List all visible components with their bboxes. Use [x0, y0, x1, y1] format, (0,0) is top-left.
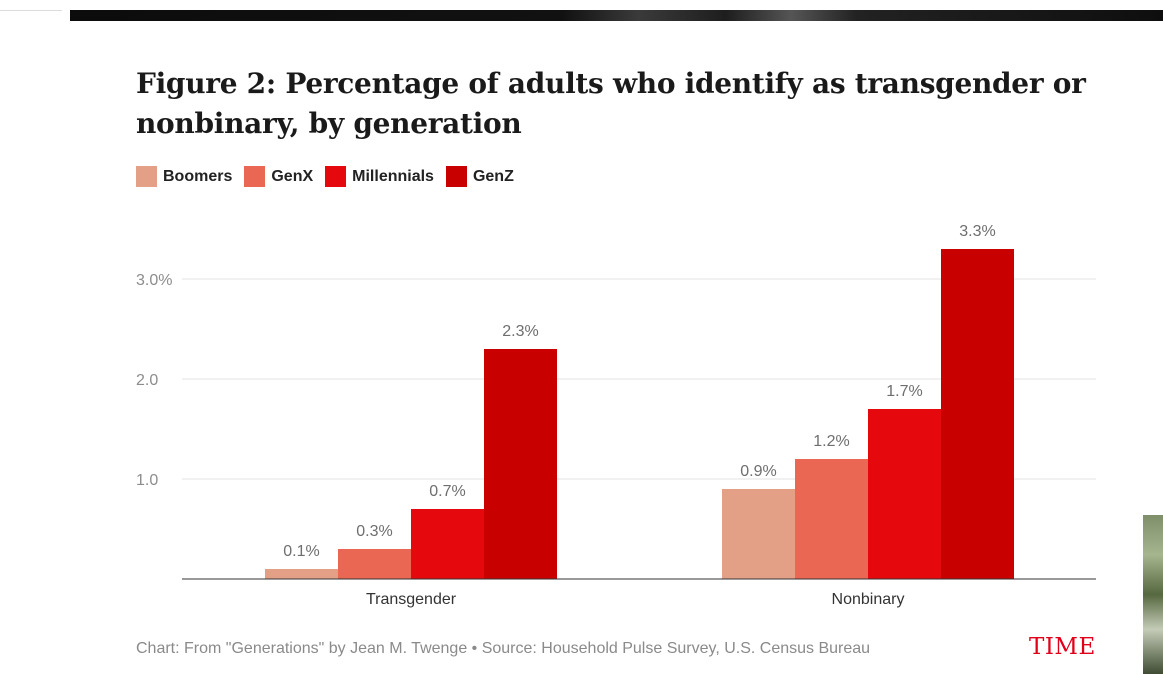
bar-transgender-boomers	[265, 569, 338, 579]
time-logo[interactable]: TIME	[1029, 634, 1096, 660]
bar-nonbinary-millennials	[868, 409, 941, 579]
data-label-nonbinary-genx: 1.2%	[813, 433, 849, 450]
legend-item-millennials: Millennials	[325, 166, 434, 187]
x-tick-label-transgender: Transgender	[366, 591, 457, 608]
y-tick-label-2: 3.0%	[136, 272, 172, 289]
data-label-transgender-genx: 0.3%	[356, 523, 392, 540]
legend-swatch-genx	[244, 166, 266, 187]
legend-swatch-millennials	[325, 166, 347, 187]
hero-image-strip	[70, 10, 1163, 21]
legend-swatch-genz	[445, 166, 467, 187]
legend-label-millennials: Millennials	[352, 167, 434, 185]
chart-source-note: Chart: From "Generations" by Jean M. Twe…	[136, 640, 871, 657]
legend-swatch-boomers	[136, 166, 157, 187]
legend-item-genz: GenZ	[445, 166, 514, 187]
legend-item-genx: GenX	[244, 166, 313, 187]
data-label-transgender-boomers: 0.1%	[283, 543, 319, 560]
y-tick-label-0: 1.0	[136, 472, 158, 489]
top-divider	[0, 10, 62, 11]
data-label-nonbinary-genz: 3.3%	[959, 223, 995, 240]
legend-label-boomers: Boomers	[163, 167, 233, 185]
bar-transgender-genx	[338, 549, 411, 579]
legend-label-genx: GenX	[271, 167, 314, 185]
chart-title: Figure 2: Percentage of adults who ident…	[136, 67, 1086, 140]
legend-item-boomers: Boomers	[136, 166, 232, 187]
side-photo-edge	[1143, 515, 1163, 674]
data-label-nonbinary-boomers: 0.9%	[740, 463, 776, 480]
bar-transgender-genz	[484, 349, 557, 579]
data-label-nonbinary-millennials: 1.7%	[886, 383, 922, 400]
data-label-transgender-millennials: 0.7%	[429, 483, 465, 500]
x-tick-label-nonbinary: Nonbinary	[832, 591, 905, 608]
legend-label-genz: GenZ	[472, 167, 514, 185]
bar-nonbinary-boomers	[722, 489, 795, 579]
y-tick-label-1: 2.0	[136, 372, 158, 389]
data-label-transgender-genz: 2.3%	[502, 323, 538, 340]
bar-nonbinary-genx	[795, 459, 868, 579]
bar-nonbinary-genz	[941, 249, 1014, 579]
chart-legend: Boomers GenX Millennials GenZ	[136, 166, 526, 187]
bar-transgender-millennials	[411, 509, 484, 579]
